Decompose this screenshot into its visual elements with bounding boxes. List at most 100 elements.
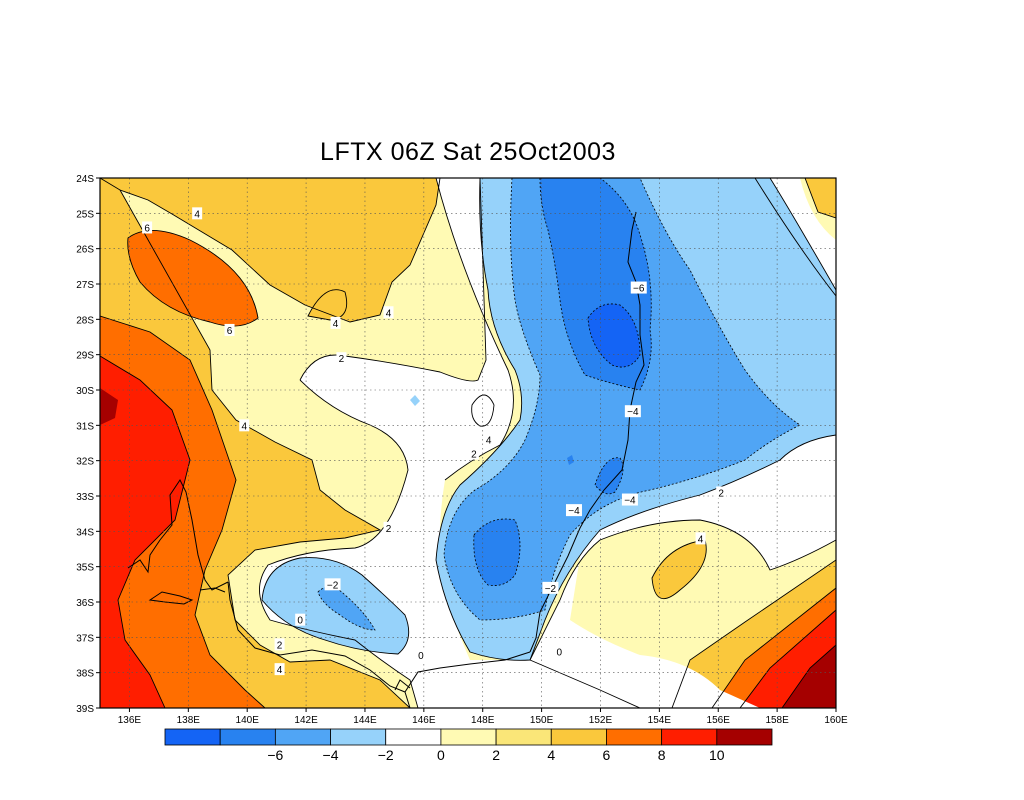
contour-label: −4 — [627, 407, 639, 418]
plot-title: LFTX 06Z Sat 25Oct2003 — [320, 138, 616, 166]
fill-neg-4-6-south — [473, 519, 520, 586]
contour-label: 6 — [144, 223, 150, 234]
colorbar-swatch — [219, 728, 276, 746]
contour-label-bg — [330, 316, 341, 329]
colorbar-tick: 6 — [603, 747, 611, 763]
lat-tick-28S: 28S — [76, 315, 94, 326]
contour-label: −4 — [568, 506, 580, 517]
contour-2-ne — [754, 178, 836, 297]
lon-tick-146E: 146E — [412, 715, 436, 726]
contour-label-bg — [383, 306, 394, 319]
lat-tick-38S: 38S — [76, 669, 94, 680]
colorbar-swatch — [274, 728, 331, 746]
contour-label: 0 — [297, 616, 303, 627]
contour-2-sw — [259, 379, 419, 708]
contour-6-west — [100, 315, 266, 708]
contour-label: −4 — [624, 496, 636, 507]
contour-label-bg — [383, 521, 394, 534]
contour-label: 4 — [486, 435, 492, 446]
fill-8-10-west — [100, 356, 190, 708]
lon-tick-142E: 142E — [294, 715, 318, 726]
colorbar-tick: 10 — [709, 747, 725, 763]
colorbar-tick: 8 — [658, 747, 666, 763]
contour-10-se — [781, 644, 836, 708]
contour-0-east — [435, 178, 836, 661]
contour-label: 0 — [556, 647, 562, 658]
spencer-gulf — [199, 587, 226, 593]
contour-label: 2 — [339, 354, 345, 365]
contour-label: 4 — [241, 421, 247, 432]
fill-4-6-west — [100, 178, 440, 322]
colorbar-tick: 0 — [437, 747, 445, 763]
map-area — [100, 178, 836, 708]
contour-label-bg — [324, 578, 341, 591]
contour-4-c2 — [471, 394, 495, 427]
contour-neg4-m — [594, 457, 624, 495]
fill-neg-4-6-mid — [595, 457, 624, 494]
colorbar-swatch — [606, 728, 663, 746]
colorbar-swatch — [661, 728, 718, 746]
contour-label-bg — [624, 405, 641, 418]
fill-10-up-se — [782, 645, 836, 708]
colorbar: −6 −4 −2 0 2 4 6 8 10 — [164, 728, 773, 763]
contour-0-sw — [261, 557, 410, 655]
contour-8-se — [739, 609, 836, 708]
lon-tick-138E: 138E — [177, 715, 201, 726]
lon-tick-140E: 140E — [236, 715, 260, 726]
fill-4-6-se1 — [652, 540, 707, 599]
contour-label-bg — [554, 645, 565, 658]
contour-neg2 — [443, 178, 801, 621]
contour-label-bg — [274, 638, 285, 651]
contour-label: 0 — [418, 651, 424, 662]
contour-label: 4 — [277, 665, 283, 676]
contour-label-bg — [716, 486, 727, 499]
lat-tick-39S: 39S — [76, 704, 94, 715]
contour-label-bg — [542, 581, 559, 594]
lon-tick-148E: 148E — [471, 715, 495, 726]
contour-label-bg — [468, 447, 479, 460]
colorbar-swatch — [330, 728, 387, 746]
colorbar-swatch — [716, 728, 773, 746]
fill-neg-4-6-dot — [567, 455, 574, 465]
contour-4-north — [100, 178, 441, 323]
lon-tick-144E: 144E — [353, 715, 377, 726]
contour-2-east — [529, 659, 641, 708]
contour-label: 4 — [698, 534, 704, 545]
fill-neg-0-2-dot — [410, 395, 420, 406]
contour-label-bg — [336, 352, 347, 365]
contour-label-bg — [415, 649, 426, 661]
fill-10-up-west — [100, 388, 118, 425]
contour-label: 2 — [718, 488, 724, 499]
vic-coast — [227, 581, 406, 693]
colorbar-swatch — [440, 728, 497, 746]
lat-tick-32S: 32S — [76, 457, 94, 468]
contour-label-bg — [295, 613, 306, 626]
lat-tick-35S: 35S — [76, 563, 94, 574]
contour-label-bg — [565, 504, 582, 517]
contour-6-blob — [127, 230, 259, 327]
fill-4-6-c1 — [308, 289, 347, 320]
contour-label: 2 — [277, 640, 283, 651]
contour-6-se — [711, 587, 836, 708]
plot-frame — [99, 177, 837, 709]
lat-tick-26S: 26S — [76, 245, 94, 256]
colorbar-tick: −2 — [378, 747, 394, 763]
colorbar-swatch — [495, 728, 552, 746]
lat-tick-37S: 37S — [76, 633, 94, 644]
lon-tick-158E: 158E — [765, 715, 789, 726]
contour-label-bg — [239, 419, 250, 432]
lon-tick-160E: 160E — [824, 715, 848, 726]
contour-4-se — [651, 539, 707, 600]
fill-neg-2-4-sw — [318, 586, 375, 630]
contour-neg4-n — [539, 178, 652, 391]
contour-0-ne — [769, 178, 836, 291]
lat-tick-34S: 34S — [76, 527, 94, 538]
lon-tick-156E: 156E — [707, 715, 731, 726]
colorbar-tick: −6 — [267, 747, 283, 763]
contour-label-bg — [695, 532, 706, 545]
contour-label: −2 — [545, 584, 557, 595]
lon-tick-154E: 154E — [648, 715, 672, 726]
fill-4-6-ne — [805, 178, 836, 218]
contour-4-se2 — [671, 559, 836, 708]
contour-label-bg — [483, 433, 494, 446]
